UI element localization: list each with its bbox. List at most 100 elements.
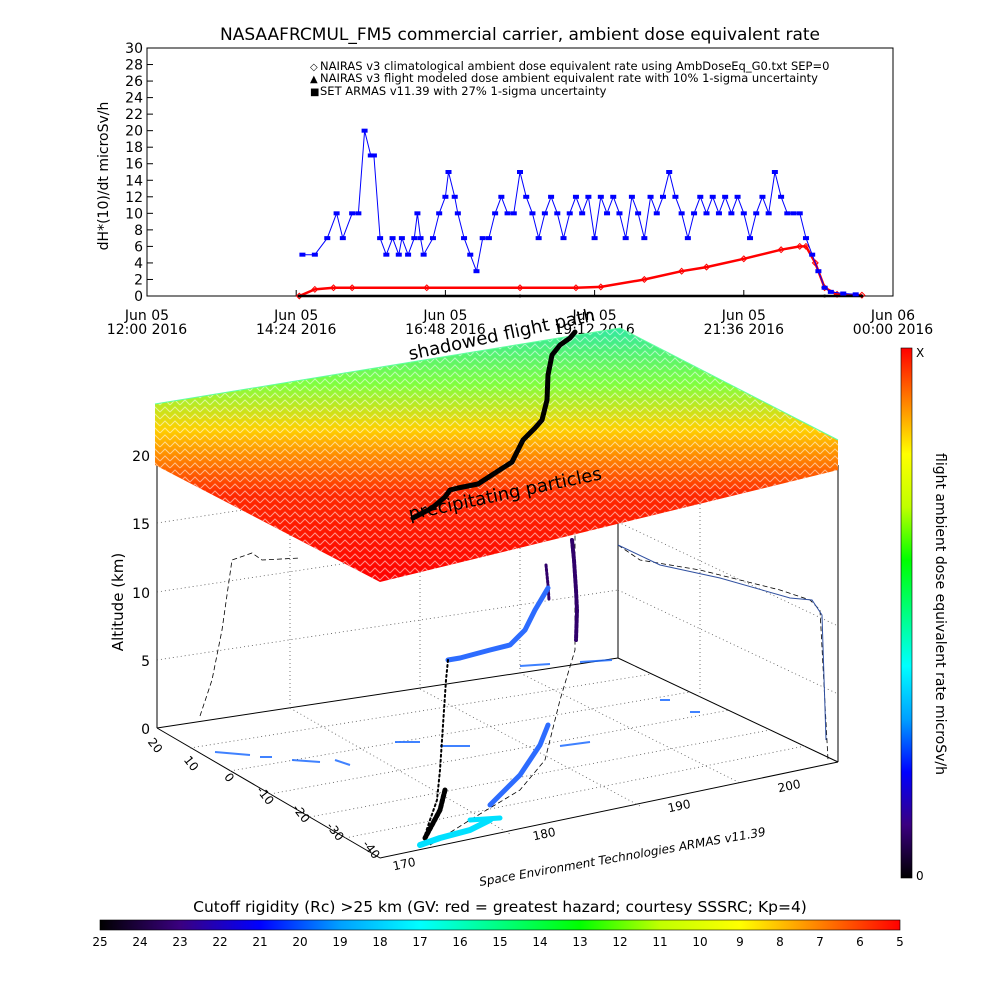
y-tick-label: 6 [134,239,143,255]
data-point-armas [722,194,729,199]
data-point-armas [809,252,816,257]
y-tick-label: 14 [125,173,143,189]
colorbar-bottom-tick: 7 [816,935,824,949]
data-point-armas [815,269,822,274]
grid-floor-lon-1 [289,707,511,835]
data-point-armas [840,291,847,296]
colorbar-bottom-tick: 13 [572,935,587,949]
data-point-armas [299,252,306,257]
data-point-armas [703,211,710,216]
y-tick-label: 24 [125,91,143,107]
chart-title: NASAAFRCMUL_FM5 commercial carrier, ambi… [220,25,820,45]
legend-symbol-armas: ■ [310,87,319,98]
data-point-armas [389,236,396,241]
data-point-nairas-climatological [597,283,605,291]
y-tick-label: 18 [125,140,143,156]
colorbar-bottom-tick: 14 [532,935,547,949]
x-tick-label-time: 14:24 2016 [256,322,337,338]
x-tick-label-date: Jun 05 [572,308,617,324]
grid-floor-5 [344,745,806,839]
y-tick-label: 28 [125,58,143,74]
z-tick-15: 15 [132,517,150,533]
shadow-path-right-wall [617,544,829,761]
lat-tick-10: 10 [181,753,201,774]
colorbar-bottom-tick: 21 [252,935,267,949]
data-point-armas [461,236,468,241]
y-axis-label: dH*(10)/dt microSv/h [96,102,112,251]
data-point-armas [548,194,555,199]
data-point-armas [473,269,480,274]
z-tick-5: 5 [141,654,150,670]
colorbar-right [900,347,913,879]
data-point-armas [734,194,741,199]
data-point-armas [498,194,505,199]
map-fragment-3 [519,659,613,667]
grid-floor-lon-3 [519,672,741,784]
data-point-armas [579,211,586,216]
data-point-nairas-climatological [678,267,686,275]
shadow-flight-path [199,520,829,846]
y-tick-label: 0 [134,289,143,305]
lat-tick-0: 0 [221,770,237,785]
z-tick-0: 0 [141,722,150,738]
slab-edge-top [154,327,839,441]
x-tick-label-time: 12:00 2016 [107,322,188,338]
x-tick-label-time: 16:48 2016 [405,322,486,338]
particle-slab [154,327,839,582]
colorbar-bottom-tick: 18 [372,935,387,949]
flight-track-blue-descent [487,722,551,808]
x-tick-label-time: 00:00 2016 [853,322,934,338]
data-point-armas [311,252,318,257]
flight-track-black-lower-thick [422,787,448,841]
legend: ◇ NAIRAS v3 climatological ambient dose … [310,59,829,98]
colorbar-bottom-tick: 15 [492,935,507,949]
data-point-armas [753,211,760,216]
grid-floor-3 [269,709,731,795]
y-tick-label: 20 [125,124,143,140]
x-tick-label-date: Jun 05 [422,308,467,324]
data-point-armas [622,236,629,241]
flight-track-purple-climb [544,563,551,602]
data-point-armas [852,292,859,297]
data-point-armas [802,236,809,241]
legend-symbol-nairas-flight: ▲ [310,74,318,85]
data-point-nairas-climatological [516,284,524,292]
data-point-armas [647,194,654,199]
box-floor-back [156,657,619,729]
series-line-2 [302,130,856,295]
data-point-armas [796,211,803,216]
legend-symbol-nairas-climatological: ◇ [310,62,318,73]
data-point-nairas-climatological [572,284,580,292]
data-point-armas [367,153,374,158]
data-point-armas [759,194,766,199]
data-point-armas [445,170,452,174]
data-point-armas [616,211,623,216]
grid-floor-2 [229,691,691,772]
data-point-armas [451,194,458,199]
colorbar-bottom-tick: 19 [332,935,347,949]
grid-z-5-right [617,589,839,695]
grid-floor-lon-2 [419,688,641,807]
data-point-armas [666,170,673,174]
shadow-flight-path-right [617,544,827,741]
data-point-armas [383,252,390,257]
shadow-path-floor [429,520,576,846]
colorbar-bottom-tick: 25 [92,935,107,949]
data-point-nairas-flight [297,294,301,298]
slab-hatch [155,328,838,582]
data-point-nairas-climatological [311,285,319,293]
data-point-nairas-climatological [295,292,303,300]
y-tick-label: 16 [125,157,143,173]
data-point-armas [339,236,346,241]
data-point-nairas-climatological [740,255,748,263]
data-point-armas [784,211,791,216]
colorbar-bottom-tick: 5 [896,935,904,949]
data-point-armas [523,194,530,199]
data-point-armas [560,236,567,241]
data-point-armas [709,194,716,199]
legend-label-nairas-flight: NAIRAS v3 flight modeled dose ambient eq… [320,71,818,85]
shadow-path-right-solid [617,544,827,741]
z-axis-ticks: 0 5 10 15 20 [132,449,150,738]
data-point-armas [740,211,747,216]
x-tick-label-date: Jun 05 [273,308,318,324]
